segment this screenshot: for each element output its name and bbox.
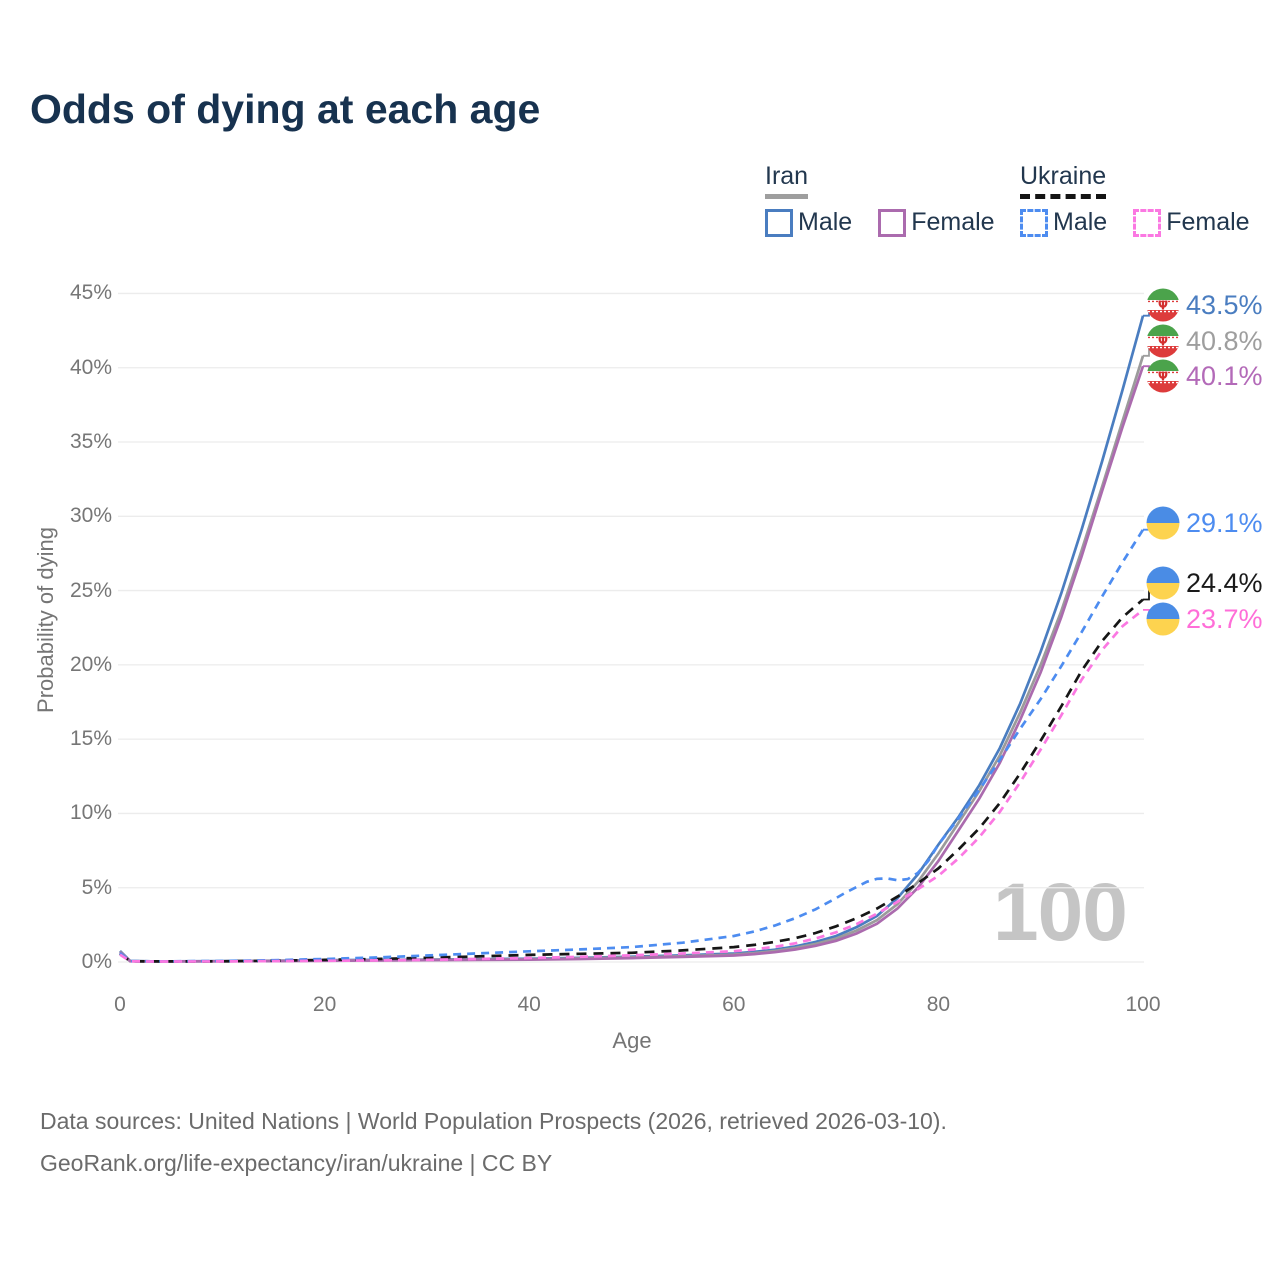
y-tick-label: 45% xyxy=(69,281,112,305)
x-tick-label: 100 xyxy=(1125,993,1161,1016)
y-tick-label: 5% xyxy=(81,875,112,899)
legend-item-ukraine-male[interactable]: Male xyxy=(1020,208,1107,237)
end-value-label-ukraine-female: 23.7% xyxy=(1186,604,1263,634)
page-title: Odds of dying at each age xyxy=(30,86,541,132)
line-ukraine-both[interactable] xyxy=(119,598,1144,963)
chart-watermark: 100 xyxy=(993,867,1128,958)
x-tick-label: 40 xyxy=(517,993,541,1016)
end-label-connector xyxy=(1143,582,1153,601)
ukraine-male-swatch-icon xyxy=(1020,208,1048,237)
end-label-connector xyxy=(1143,522,1153,531)
line-iran-female[interactable] xyxy=(119,365,1145,963)
y-tick-label: 15% xyxy=(69,727,112,751)
line-iran-both[interactable] xyxy=(119,355,1145,963)
flag-ukraine-icon xyxy=(1146,566,1180,600)
x-tick-label: 0 xyxy=(114,993,126,1016)
flag-ukraine-icon xyxy=(1146,602,1180,636)
legend-label-iran-female: Female xyxy=(911,208,995,236)
svg-text:Ψ: Ψ xyxy=(1158,335,1168,349)
footer-data-sources: Data sources: United Nations | World Pop… xyxy=(40,1108,947,1134)
end-value-label-iran-both: 40.8% xyxy=(1186,326,1263,356)
end-value-label-ukraine-both: 24.4% xyxy=(1186,568,1263,598)
legend-country-iran[interactable]: Iran xyxy=(765,162,809,199)
y-tick-label: 30% xyxy=(69,504,112,528)
legend-label-iran-male: Male xyxy=(798,208,853,236)
line-ukraine-female[interactable] xyxy=(119,608,1144,963)
legend-label-ukraine-female: Female xyxy=(1166,208,1250,236)
end-value-label-iran-male: 43.5% xyxy=(1186,290,1263,320)
end-label-connector xyxy=(1143,609,1153,620)
x-tick-label: 20 xyxy=(312,993,337,1016)
flag-iran-icon: Ψ xyxy=(1146,288,1180,322)
legend-item-ukraine-female[interactable]: Female xyxy=(1133,208,1250,237)
end-value-label-iran-female: 40.1% xyxy=(1186,361,1263,391)
legend-group-iran: Iran Male Female xyxy=(765,162,995,237)
x-tick-label: 60 xyxy=(722,993,746,1016)
iran-female-swatch-icon xyxy=(878,208,907,237)
end-value-label-ukraine-male: 29.1% xyxy=(1186,508,1263,538)
y-tick-label: 35% xyxy=(69,430,112,453)
end-label-connector xyxy=(1143,340,1153,357)
y-tick-label: 0% xyxy=(81,950,112,973)
line-ukraine-male[interactable] xyxy=(119,528,1145,963)
flag-ukraine-icon xyxy=(1146,506,1180,540)
legend-country-ukraine[interactable]: Ukraine xyxy=(1020,162,1107,199)
legend-label-ukraine-male: Male xyxy=(1053,208,1108,236)
y-tick-label: 10% xyxy=(69,801,112,825)
flag-iran-icon: Ψ xyxy=(1146,359,1180,393)
x-tick-label: 80 xyxy=(926,993,951,1016)
flag-iran-icon: Ψ xyxy=(1146,324,1180,358)
legend-group-ukraine: Ukraine Male Female xyxy=(1020,162,1250,237)
legend-item-iran-female[interactable]: Female xyxy=(878,208,995,237)
ukraine-female-swatch-icon xyxy=(1133,208,1162,237)
iran-male-swatch-icon xyxy=(765,208,793,237)
end-label-connector xyxy=(1143,304,1153,317)
end-label-connector xyxy=(1143,365,1153,377)
y-axis-title: Probability of dying xyxy=(33,527,58,713)
svg-text:Ψ: Ψ xyxy=(1158,370,1168,384)
x-axis-title: Age xyxy=(612,1028,652,1053)
line-iran-male[interactable] xyxy=(119,315,1145,963)
svg-text:Ψ: Ψ xyxy=(1158,299,1168,313)
y-tick-label: 20% xyxy=(69,652,112,676)
y-tick-label: 40% xyxy=(69,355,112,379)
y-tick-label: 25% xyxy=(69,578,112,602)
footer-attribution: GeoRank.org/life-expectancy/iran/ukraine… xyxy=(40,1150,553,1176)
legend-item-iran-male[interactable]: Male xyxy=(765,208,852,237)
